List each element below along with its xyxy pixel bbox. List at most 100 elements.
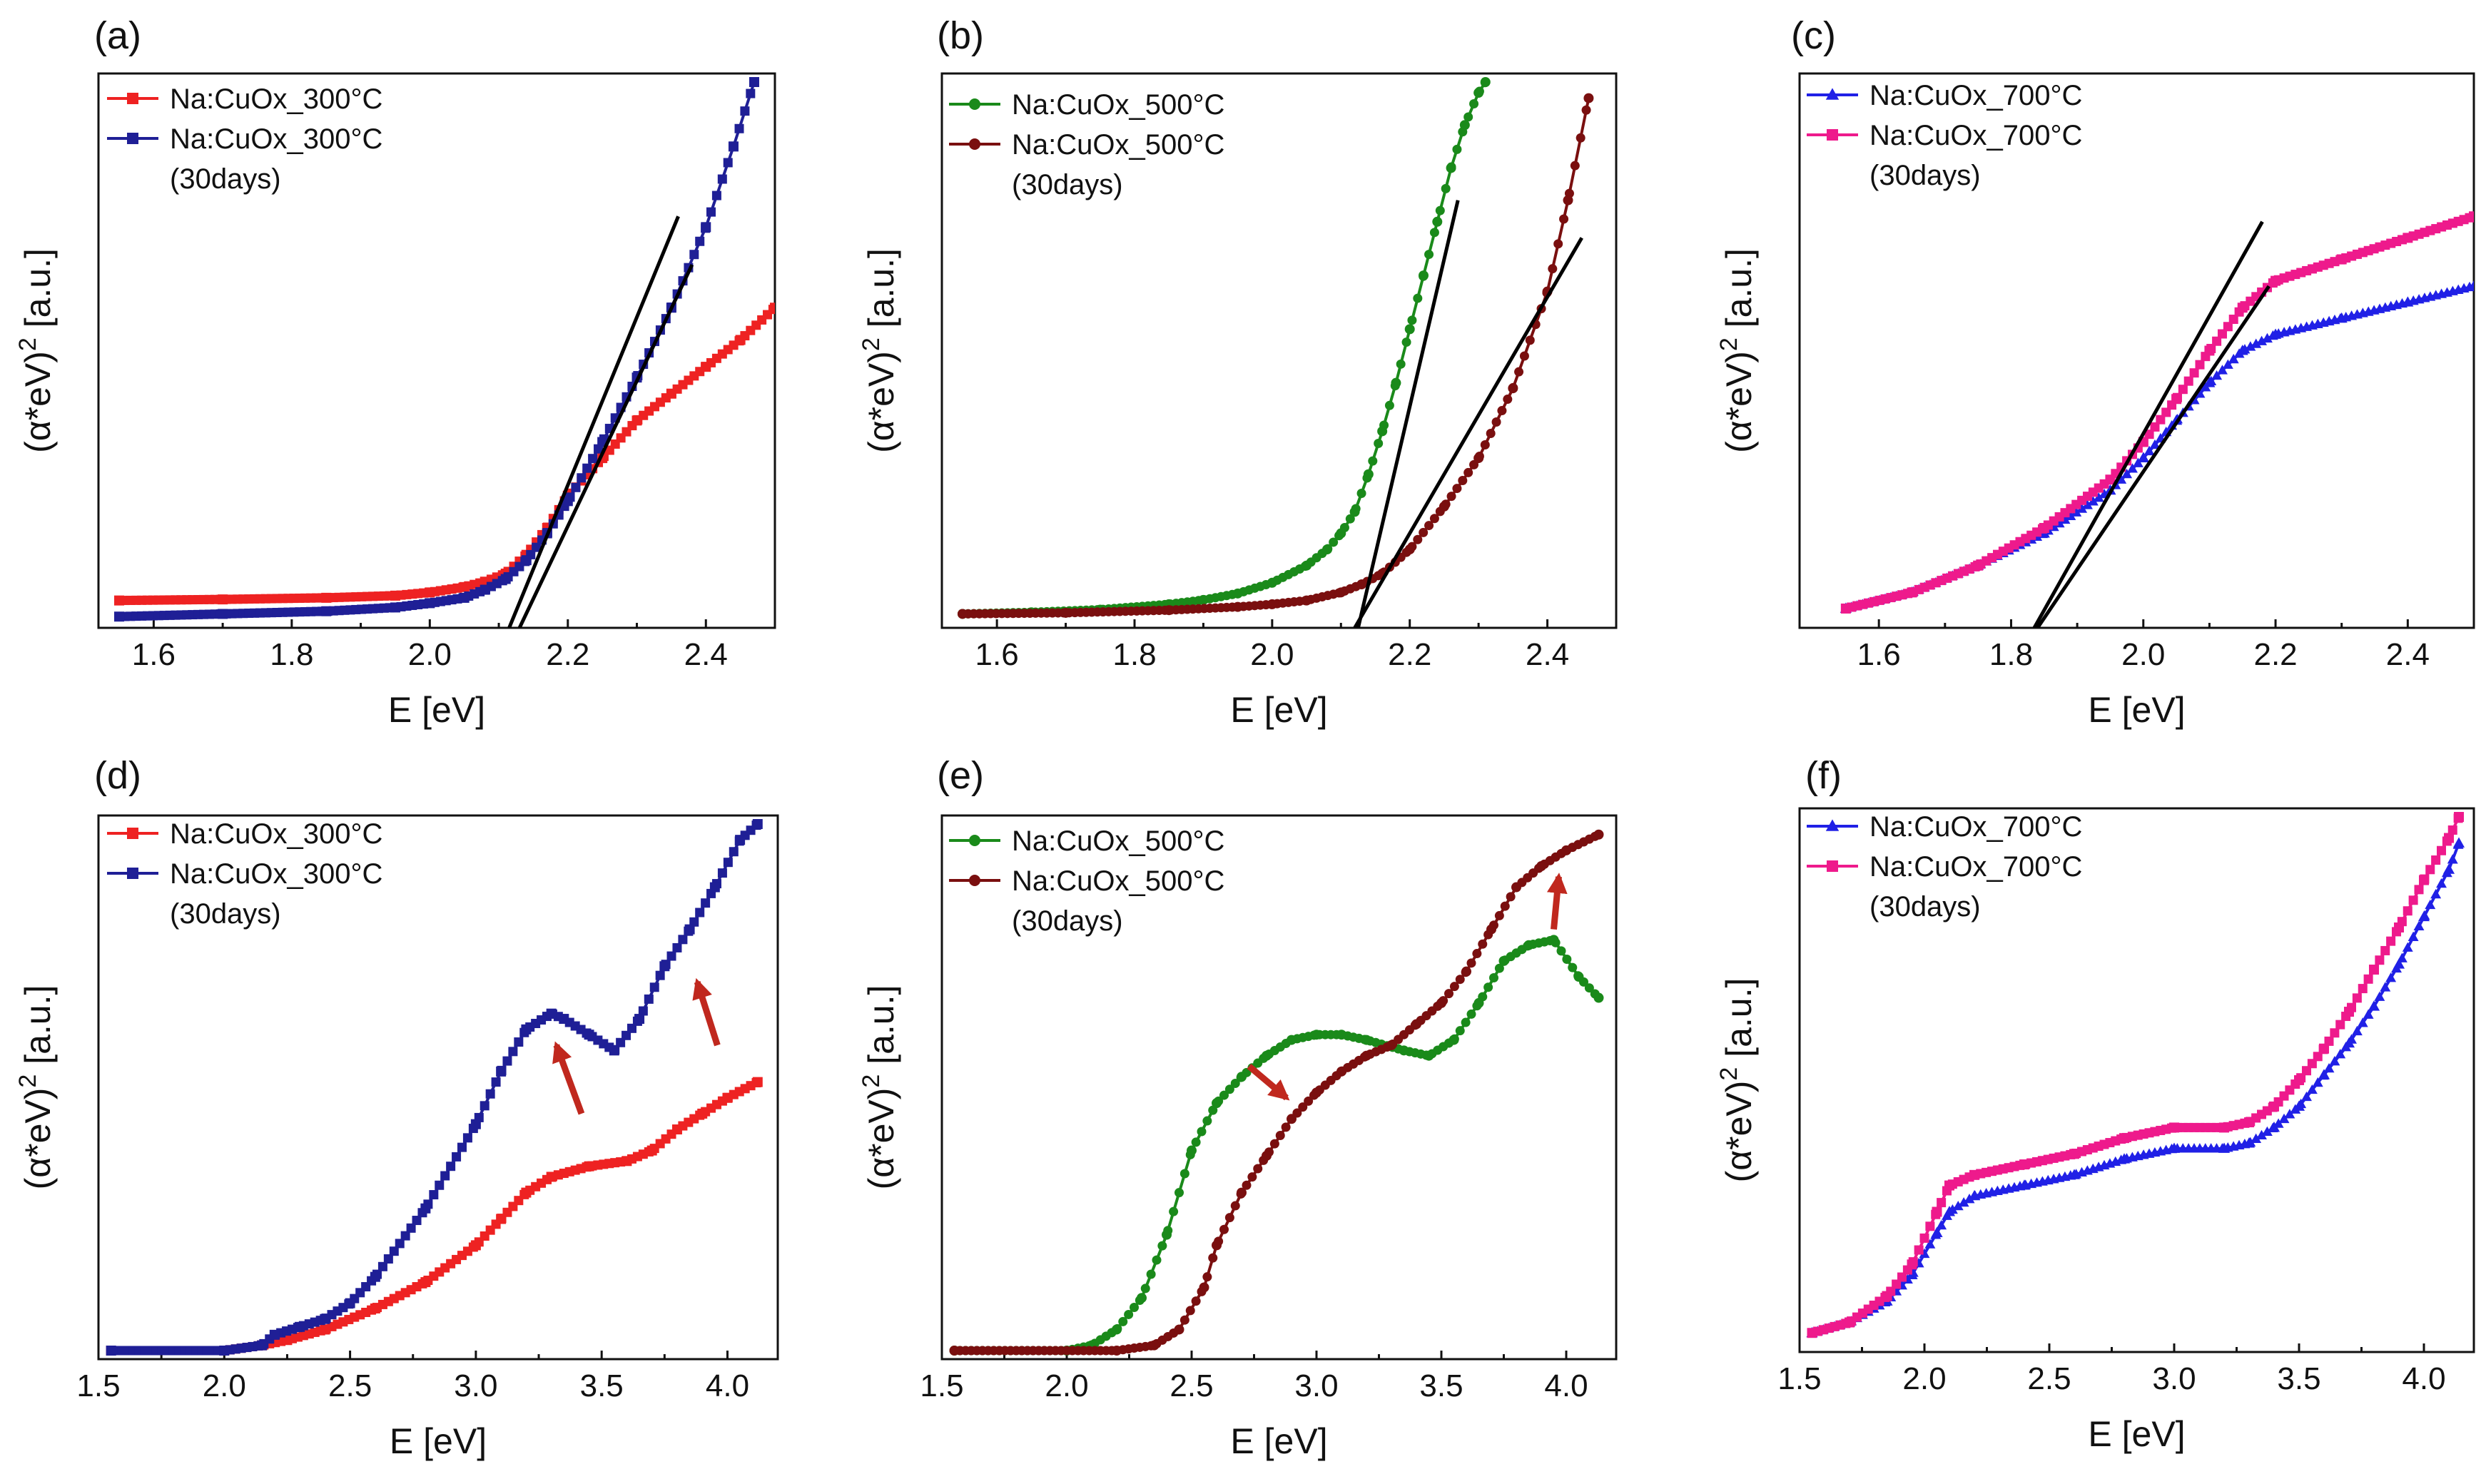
data-point: [1486, 429, 1496, 439]
data-point: [2358, 984, 2368, 994]
data-point: [218, 609, 228, 619]
data-point: [1275, 1131, 1285, 1141]
data-point: [2171, 394, 2182, 405]
data-point: [390, 602, 400, 613]
panel-c: 1.6 1.8 2.0 2.2 2.4 E [eV] (α*eV)2 [a.u.] (c) Na…: [1715, 14, 2475, 730]
legend-label-extra: (30days): [170, 898, 281, 930]
legend-label-extra: (30days): [1869, 160, 1981, 191]
data-point: [621, 1156, 632, 1167]
x-tick-label: 3.5: [2277, 1361, 2320, 1396]
x-tick-label: 2.5: [328, 1368, 372, 1403]
legend-label: Na:CuOx_700°C: [1869, 120, 2082, 151]
data-point: [2363, 974, 2373, 984]
data-point: [2380, 982, 2391, 992]
data-point: [2437, 845, 2446, 855]
data-point: [320, 1324, 330, 1335]
data-point: [1486, 924, 1496, 935]
data-point: [723, 158, 733, 168]
annotation-arrow: [552, 1041, 585, 1115]
data-point: [735, 335, 746, 345]
data-point: [1396, 359, 1406, 369]
x-tick-label: 4.0: [1544, 1368, 1588, 1403]
data-point: [2223, 322, 2233, 332]
x-axis-label: E [eV]: [388, 690, 485, 730]
data-point: [1907, 1259, 1917, 1270]
data-point: [2178, 385, 2188, 395]
data-point: [383, 1254, 393, 1264]
x-tick-label: 3.5: [1419, 1368, 1463, 1403]
data-point: [2454, 812, 2464, 822]
data-point: [2329, 1056, 2340, 1066]
data-point: [269, 1329, 280, 1340]
annotation-arrow: [692, 977, 721, 1047]
data-point: [2119, 1133, 2129, 1144]
data-point: [1937, 1198, 1947, 1208]
annotation-arrow: [1546, 873, 1568, 930]
data-point: [1191, 1296, 1201, 1306]
data-point: [740, 106, 750, 116]
data-point: [1489, 972, 1498, 982]
data-point: [2336, 254, 2347, 265]
data-point: [701, 222, 711, 233]
panel-d: 1.5 2.0 2.5 3.0 3.5 4.0 E [eV] (α*eV)2 [a.u.] (d…: [14, 754, 779, 1461]
data-point: [496, 1066, 507, 1077]
data-point: [2076, 503, 2088, 513]
series-2: [114, 77, 759, 622]
data-point: [521, 555, 532, 566]
data-point: [1386, 1040, 1396, 1050]
data-point: [1336, 1030, 1346, 1040]
data-point: [2402, 296, 2414, 307]
data-point: [2245, 341, 2256, 351]
data-point: [1593, 829, 1604, 840]
data-point: [1124, 1309, 1134, 1319]
x-tick-label: 1.5: [76, 1368, 120, 1403]
data-point: [671, 1124, 682, 1135]
data-point: [1931, 1226, 1943, 1237]
data-point: [2071, 507, 2082, 517]
data-point: [1361, 1035, 1371, 1045]
data-point: [2444, 833, 2454, 843]
x-tick-label: 2.2: [1388, 637, 1431, 672]
data-point: [1198, 594, 1209, 605]
data-point: [2150, 422, 2160, 432]
legend-marker: [127, 868, 138, 879]
legend-label-extra: (30days): [1869, 891, 1981, 923]
data-point: [1336, 528, 1346, 539]
data-point: [1262, 1150, 1272, 1161]
data-point: [2137, 452, 2149, 463]
data-point: [1466, 1009, 1476, 1019]
data-point: [1197, 1127, 1207, 1137]
data-point: [588, 454, 598, 464]
data-point: [1924, 1239, 1936, 1249]
data-point: [1185, 1306, 1195, 1316]
data-point: [1267, 577, 1277, 588]
x-axis-label: E [eV]: [2088, 1414, 2185, 1454]
data-point: [1149, 1340, 1160, 1351]
data-point: [521, 1187, 532, 1198]
data-point: [1429, 514, 1439, 524]
data-point: [1548, 264, 1558, 274]
data-point: [2386, 936, 2396, 946]
data-point: [1452, 144, 1462, 154]
data-point: [370, 1271, 380, 1282]
data-point: [2018, 1179, 2031, 1190]
legend-label: Na:CuOx_300°C: [170, 818, 382, 850]
data-point: [546, 1008, 557, 1019]
data-point: [1224, 1213, 1234, 1223]
data-point: [631, 415, 642, 426]
data-point: [1483, 982, 1493, 992]
data-point: [2262, 332, 2273, 343]
data-point: [1199, 1282, 1209, 1293]
data-point: [1500, 901, 1510, 911]
data-point: [695, 908, 705, 918]
data-point: [1840, 603, 1851, 614]
data-point: [2161, 407, 2171, 417]
data-point: [1112, 1346, 1122, 1356]
data-point: [1202, 1272, 1212, 1282]
data-point: [1473, 997, 1484, 1008]
y-axis-label: (α*eV)2 [a.u.]: [1715, 248, 1759, 453]
data-point: [2375, 955, 2385, 965]
data-point: [2408, 895, 2418, 905]
data-point: [1404, 544, 1415, 555]
data-point: [1356, 488, 1366, 498]
